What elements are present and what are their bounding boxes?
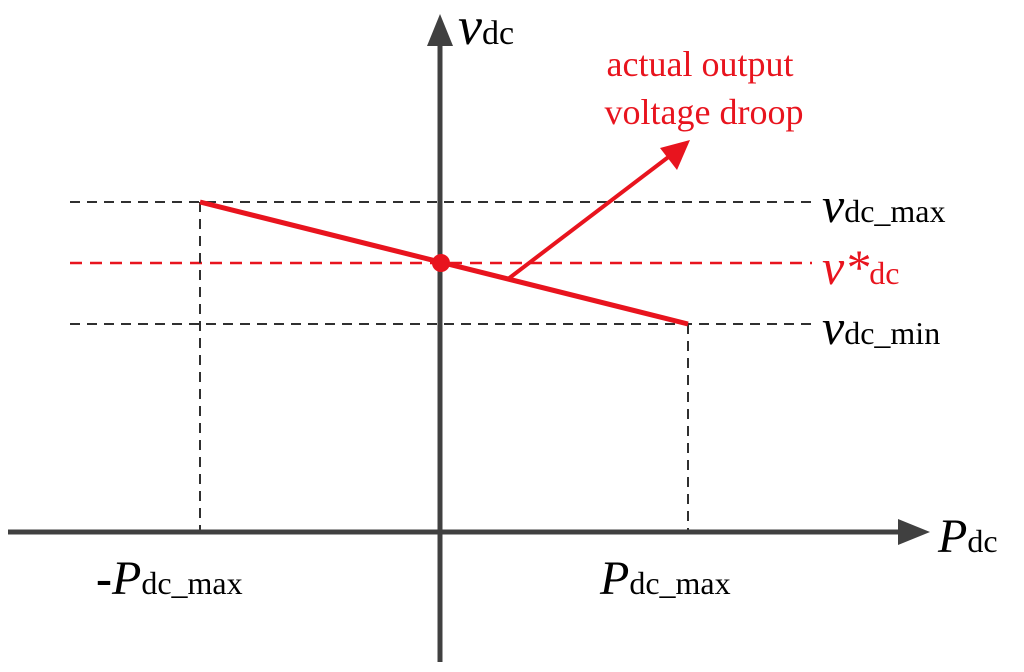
vref-label: v*dc [822, 239, 899, 295]
y-axis-arrow-icon [427, 14, 453, 46]
neg-pmax-label: -Pdc_max [96, 552, 243, 605]
vmin-label: vdc_min [822, 299, 940, 355]
pos-pmax-label: Pdc_max [599, 552, 731, 605]
annotation-arrow-line [506, 150, 677, 281]
x-axis-label: Pdc [937, 510, 998, 563]
annotation-line-2: voltage droop [605, 92, 804, 132]
x-axis-arrow-icon [898, 519, 930, 545]
annotation-line-1: actual output [607, 44, 794, 84]
reference-point [432, 254, 450, 272]
annotation-arrow-head-icon [660, 140, 690, 170]
vmax-label: vdc_max [822, 177, 946, 233]
y-axis-label: vdc [458, 0, 514, 56]
